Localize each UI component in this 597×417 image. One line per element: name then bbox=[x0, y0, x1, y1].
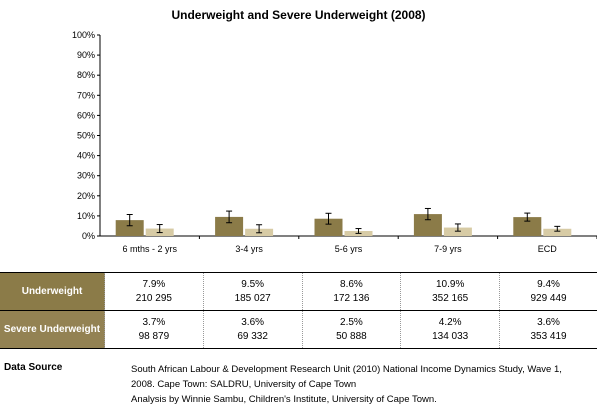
y-tick-label: 0% bbox=[82, 231, 95, 241]
table-cell: 4.2% 134 033 bbox=[400, 310, 500, 349]
y-tick-label: 60% bbox=[77, 110, 95, 120]
cell-n: 98 879 bbox=[138, 330, 170, 342]
source-label: Data Source bbox=[4, 362, 63, 373]
table-cell: 2.5% 50 888 bbox=[301, 310, 401, 349]
table-row-severe: Severe Underweight 3.7% 98 879 3.6% 69 332… bbox=[0, 310, 597, 349]
cell-pct: 4.2% bbox=[438, 316, 462, 328]
bar-underweight bbox=[115, 220, 144, 236]
y-tick-label: 40% bbox=[77, 151, 95, 161]
y-tick-label: 20% bbox=[77, 191, 95, 201]
table-row-underweight: Underweight 7.9% 210 295 9.5% 185 027 8.6%… bbox=[0, 272, 597, 311]
x-tick-label: ECD bbox=[538, 244, 558, 254]
cell-pct: 2.5% bbox=[340, 316, 363, 328]
x-tick-label: 3-4 yrs bbox=[235, 244, 263, 254]
y-tick-label: 70% bbox=[77, 90, 95, 100]
cell-pct: 3.6% bbox=[241, 316, 265, 328]
cell-pct: 3.7% bbox=[142, 316, 166, 328]
row-label: Severe Underweight bbox=[0, 310, 105, 349]
row-label: Underweight bbox=[0, 272, 105, 311]
table-cell: 10.9% 352 165 bbox=[400, 272, 500, 311]
source-line: South African Labour & Development Resea… bbox=[131, 364, 562, 375]
cell-n: 134 033 bbox=[432, 330, 469, 342]
source-line: 2008. Cape Town: SALDRU, University of C… bbox=[131, 379, 357, 390]
table-cell: 7.9% 210 295 bbox=[104, 272, 204, 311]
chart-title: Underweight and Severe Underweight (2008… bbox=[171, 8, 426, 22]
bar-underweight bbox=[215, 216, 244, 236]
table-cell: 3.6% 69 332 bbox=[202, 310, 303, 349]
x-tick-label: 7-9 yrs bbox=[434, 244, 462, 254]
table-cell: 3.6% 353 419 bbox=[499, 310, 597, 349]
cell-pct: 7.9% bbox=[142, 278, 166, 290]
cell-pct: 9.5% bbox=[241, 278, 265, 290]
cell-pct: 3.6% bbox=[537, 316, 560, 328]
cell-n: 50 888 bbox=[336, 330, 367, 342]
source-line: Analysis by Winnie Sambu, Children's Ins… bbox=[131, 394, 437, 405]
x-tick-label: 6 mths - 2 yrs bbox=[122, 244, 177, 254]
y-tick-label: 10% bbox=[77, 211, 95, 221]
bar-underweight bbox=[413, 214, 442, 236]
data-table: Underweight 7.9% 210 295 9.5% 185 027 8.6%… bbox=[0, 272, 597, 349]
cell-pct: 8.6% bbox=[340, 278, 363, 290]
cell-n: 210 295 bbox=[135, 292, 172, 304]
cell-pct: 10.9% bbox=[436, 278, 465, 290]
cell-n: 929 449 bbox=[530, 292, 567, 304]
bar-severe-underweight bbox=[443, 227, 472, 236]
y-tick-label: 50% bbox=[77, 131, 95, 141]
table-cell: 8.6% 172 136 bbox=[301, 272, 401, 311]
table-cell: 9.5% 185 027 bbox=[202, 272, 303, 311]
bar-underweight bbox=[314, 218, 343, 236]
cell-n: 353 419 bbox=[530, 330, 567, 342]
table-cell: 9.4% 929 449 bbox=[499, 272, 597, 311]
cell-n: 185 027 bbox=[234, 292, 271, 304]
x-tick-label: 5-6 yrs bbox=[335, 244, 363, 254]
cell-pct: 9.4% bbox=[537, 278, 560, 290]
bar-underweight bbox=[513, 217, 542, 236]
cell-n: 172 136 bbox=[333, 292, 370, 304]
bar-severe-underweight bbox=[543, 228, 572, 236]
bar-chart: 0% 10% 20% 30% 40% 50% 60% 70% 80% 90% 100% 6 mths … bbox=[72, 30, 597, 254]
y-tick-label: 90% bbox=[77, 50, 95, 60]
y-tick-label: 30% bbox=[77, 171, 95, 181]
cell-n: 352 165 bbox=[432, 292, 469, 304]
y-tick-label: 80% bbox=[77, 70, 95, 80]
table-cell: 3.7% 98 879 bbox=[104, 310, 204, 349]
y-tick-label: 100% bbox=[72, 30, 95, 40]
cell-n: 69 332 bbox=[237, 330, 268, 342]
source-text: South African Labour & Development Resea… bbox=[131, 362, 562, 407]
